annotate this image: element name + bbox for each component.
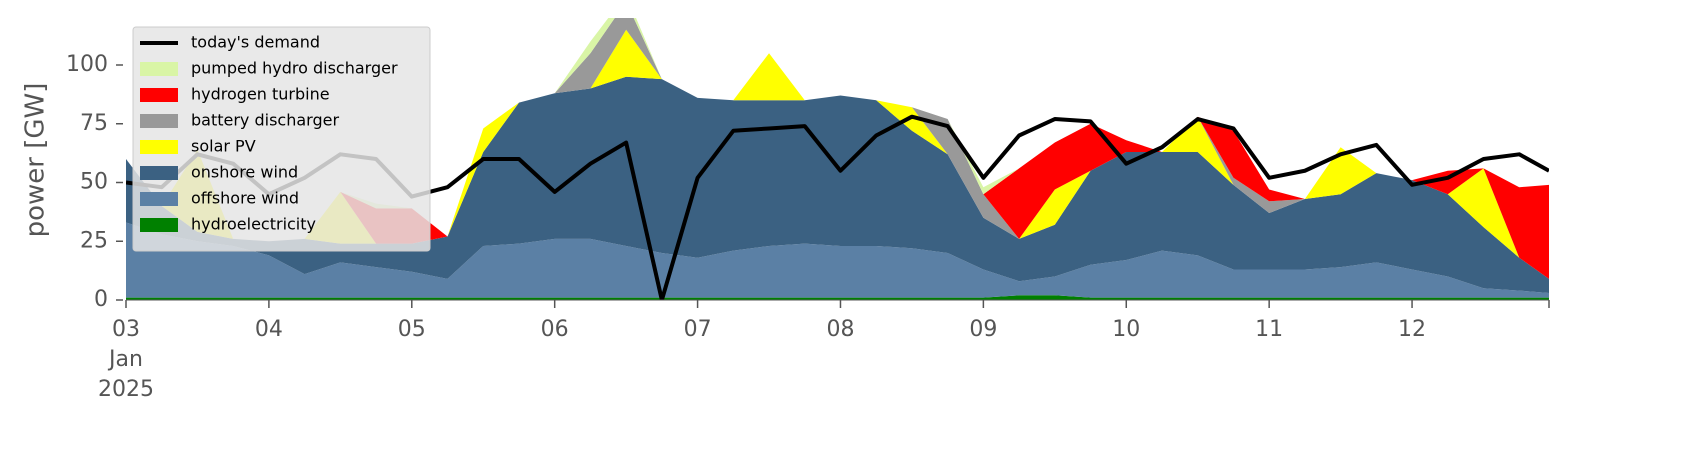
axes: 0 25 50 75 100 03 04 05 06 07 08 09 10 11 12 Jan 2025	[66, 52, 1550, 402]
month-label: Jan	[107, 347, 143, 372]
legend-swatch	[140, 192, 178, 206]
legend-label: hydroelectricity	[191, 215, 316, 234]
y-tick-label: 0	[94, 287, 108, 312]
legend-label: today's demand	[191, 33, 320, 52]
x-tick-label: 04	[255, 317, 283, 342]
legend-swatch	[140, 218, 178, 232]
legend-label: onshore wind	[191, 163, 298, 182]
legend-swatch	[140, 62, 178, 76]
x-tick-label: 07	[684, 317, 712, 342]
x-tick-label: 09	[969, 317, 997, 342]
legend-label: pumped hydro discharger	[191, 59, 398, 78]
year-label: 2025	[98, 377, 154, 402]
legend-label: solar PV	[191, 137, 256, 156]
legend-swatch	[140, 140, 178, 154]
area	[126, 222, 1549, 298]
legend-swatch	[140, 166, 178, 180]
y-tick-label: 75	[80, 111, 108, 136]
area	[126, 76, 1549, 293]
x-tick-label: 06	[541, 317, 569, 342]
legend-swatch	[140, 88, 178, 102]
y-tick-label: 100	[66, 52, 108, 77]
legend-box	[132, 26, 431, 252]
x-tick-label: 08	[826, 317, 854, 342]
x-tick-label: 10	[1112, 317, 1140, 342]
y-axis-label: power [GW]	[21, 83, 51, 238]
x-tick-label: 05	[398, 317, 426, 342]
x-tick-label: 12	[1398, 317, 1426, 342]
legend-swatch	[140, 114, 178, 128]
legend: today's demand pumped hydro discharger hyd…	[132, 26, 431, 252]
legend-label: battery discharger	[191, 111, 339, 130]
legend-label: hydrogen turbine	[191, 85, 330, 104]
y-tick-label: 50	[80, 170, 108, 195]
y-tick-label: 25	[80, 228, 108, 253]
x-tick-label: 11	[1255, 317, 1283, 342]
legend-label: offshore wind	[191, 189, 299, 208]
x-tick-label: 03	[112, 317, 140, 342]
